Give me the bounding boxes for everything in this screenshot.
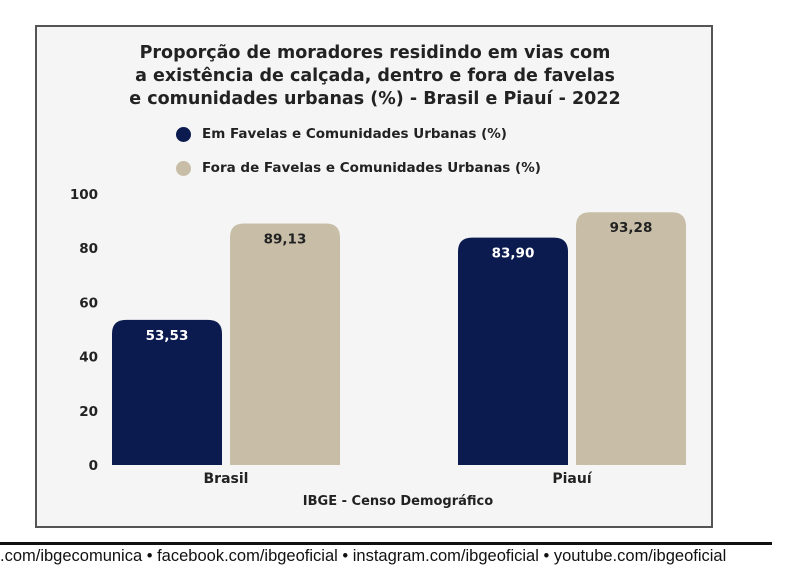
legend-item-em-favelas: Em Favelas e Comunidades Urbanas (%) xyxy=(176,126,507,142)
legend-swatch xyxy=(176,160,191,176)
source-label: IBGE - Censo Demográfico xyxy=(303,494,493,509)
y-tick-label: 60 xyxy=(79,295,98,311)
legend-swatch xyxy=(176,126,191,142)
bar xyxy=(576,212,686,465)
x-tick-label: Brasil xyxy=(204,471,249,487)
title-line: a existência de calçada, dentro e fora d… xyxy=(135,66,615,86)
legend-label: Fora de Favelas e Comunidades Urbanas (%… xyxy=(202,160,541,176)
legend-label: Em Favelas e Comunidades Urbanas (%) xyxy=(202,126,507,142)
data-label: 93,28 xyxy=(610,220,653,236)
y-tick-label: 100 xyxy=(70,187,98,203)
x-tick-label: Piauí xyxy=(552,471,592,487)
data-label: 53,53 xyxy=(146,328,189,344)
title-line: e comunidades urbanas (%) - Brasil e Pia… xyxy=(129,89,621,109)
y-tick-label: 40 xyxy=(79,350,98,366)
chart-title: Proporção de moradores residindo em vias… xyxy=(40,42,710,111)
bar xyxy=(458,237,568,465)
footer-divider xyxy=(0,542,772,545)
bar xyxy=(112,319,222,465)
y-tick-label: 0 xyxy=(89,458,98,474)
bar xyxy=(230,223,340,465)
data-label: 83,90 xyxy=(492,246,535,262)
data-label: 89,13 xyxy=(264,231,307,247)
y-tick-label: 20 xyxy=(79,404,98,420)
footer-links: .com/ibgecomunica • facebook.com/ibgeofi… xyxy=(0,547,727,565)
legend-item-fora-favelas: Fora de Favelas e Comunidades Urbanas (%… xyxy=(176,160,541,176)
y-tick-label: 80 xyxy=(79,241,98,257)
title-line: Proporção de moradores residindo em vias… xyxy=(139,43,611,63)
